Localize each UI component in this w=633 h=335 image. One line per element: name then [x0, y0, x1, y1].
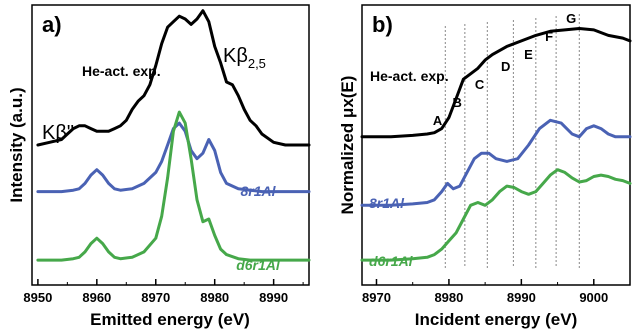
panel-a: a) 8950 8960 8970 8980 8990 He-act. exp. Kβ"… [7, 4, 311, 329]
panel-a-legend-8r1al: 8r1Al [240, 183, 276, 199]
panel-a-x-tick-label-4: 8990 [259, 290, 288, 305]
panel-b-x-tick-label-0: 8970 [362, 290, 391, 305]
panel-b-label: b) [372, 12, 393, 37]
panel-a-x-tick-label-3: 8980 [200, 290, 229, 305]
panel-a-x-tick-label-0: 8950 [23, 290, 52, 305]
panel-b-x-tick-label-1: 8980 [434, 290, 463, 305]
panel-b-legend-8r1al: 8r1Al [369, 195, 405, 211]
kb25-main: Kβ [223, 45, 248, 67]
panel-a-x-tick-label-1: 8960 [82, 290, 111, 305]
panel-b-series-line-2 [360, 168, 632, 262]
panel-b-marker-label-G: G [566, 11, 576, 26]
panel-a-label: a) [42, 12, 62, 37]
panel-b-x-tick-label-3: 9000 [579, 290, 608, 305]
panel-b-marker-label-C: C [475, 77, 485, 92]
panel-a-series-line-2 [36, 110, 311, 262]
panel-a-x-ticks: 8950 8960 8970 8980 8990 [23, 279, 304, 305]
panel-a-annotation-kb25: Kβ2,5 [223, 45, 266, 71]
panel-a-xlabel: Emitted energy (eV) [90, 310, 250, 329]
panel-b-legend-d6r1al: d6r1Al [369, 253, 414, 269]
panel-b-series-line-0 [360, 27, 632, 139]
panel-a-x-tick-label-2: 8970 [141, 290, 170, 305]
panel-b-x-ticks: 8970 8980 8990 9000 [362, 279, 631, 305]
panel-a-annotation-kb-double-prime: Kβ" [42, 122, 74, 144]
panel-b-marker-label-B: B [452, 95, 461, 110]
panel-a-series-line-1 [36, 121, 311, 194]
panel-b-series-line-1 [360, 118, 632, 207]
panel-b-marker-label-A: A [433, 113, 443, 128]
panel-b-annotation-expt: He-act. exp. [370, 68, 449, 84]
panel-b-xlabel: Incident energy (eV) [415, 310, 577, 329]
panel-a-legend-d6r1al: d6r1Al [236, 257, 281, 273]
panel-b-marker-label-E: E [524, 47, 533, 62]
panel-b-marker-label-F: F [545, 29, 553, 44]
kb25-subscript: 2,5 [248, 56, 266, 71]
panel-b-marker-label-D: D [501, 59, 510, 74]
panel-b-series [360, 27, 632, 262]
panel-b-ylabel: Normalized μx(E) [338, 76, 357, 215]
panel-a-annotation-expt: He-act. exp. [82, 63, 161, 79]
panel-a-series-line-0 [36, 9, 311, 147]
panel-a-series [36, 9, 311, 262]
panel-a-ylabel: Intensity (a.u.) [7, 87, 26, 202]
panel-b-x-tick-label-2: 8990 [507, 290, 536, 305]
panel-b-frame [361, 4, 631, 286]
